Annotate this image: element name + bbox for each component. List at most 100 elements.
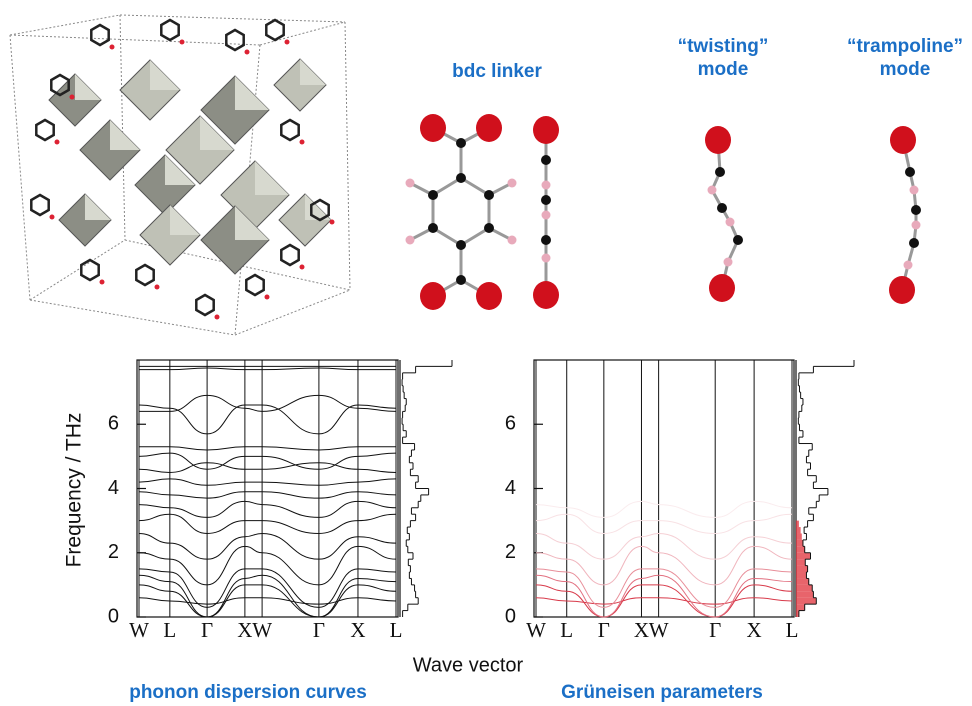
polyhedron-face (170, 205, 200, 235)
dos-weighted-bar (796, 527, 801, 533)
band (139, 598, 396, 604)
y-tick-label: 4 (505, 477, 516, 499)
x-tick-label: L (390, 618, 403, 642)
oxygen (300, 265, 305, 270)
atom-C (541, 235, 551, 245)
chart-title: phonon dispersion curves (129, 682, 367, 703)
atom-H (406, 236, 415, 245)
phenyl-ring (161, 20, 178, 40)
x-tick-label: Γ (709, 618, 721, 642)
polyhedron-face (255, 161, 289, 195)
y-tick-label: 0 (505, 605, 516, 627)
y-tick-label: 6 (108, 413, 119, 435)
phenyl-ring (136, 265, 153, 285)
band (139, 546, 396, 585)
atom-H (910, 186, 919, 195)
atom-O (890, 126, 916, 154)
band (139, 463, 396, 473)
oxygen (180, 40, 185, 45)
band (139, 453, 396, 469)
oxygen (300, 140, 305, 145)
atom-C (909, 238, 919, 248)
atom-C (541, 155, 551, 165)
atom-C (484, 223, 494, 233)
linker-title: bdc linker (452, 61, 542, 82)
atom-H (508, 179, 517, 188)
atom-C (456, 240, 466, 250)
dos-weighted-bar (796, 566, 808, 572)
dos-weighted-bar (796, 585, 812, 591)
atom-O (533, 281, 559, 309)
y-tick-label: 0 (108, 605, 119, 627)
oxygen (155, 285, 160, 290)
atom-C (905, 167, 915, 177)
phenyl-ring (266, 20, 283, 40)
framework-structure (10, 15, 350, 335)
band (536, 501, 792, 517)
band (139, 368, 396, 370)
polyhedron-face (150, 60, 180, 90)
atom-O (476, 114, 502, 142)
x-tick-label: Γ (201, 618, 213, 642)
band (139, 447, 396, 450)
band (536, 575, 792, 617)
oxygen (55, 140, 60, 145)
cell-edge (120, 15, 345, 22)
cell-edge (10, 35, 30, 300)
atom-H (542, 211, 551, 220)
trampoline-title: “trampoline” (847, 36, 963, 57)
phenyl-ring (81, 260, 98, 280)
atom-C (456, 138, 466, 148)
atom-O (533, 116, 559, 144)
oxygen (215, 315, 220, 320)
x-axis-label: Wave vector (413, 654, 524, 676)
twisting-title: mode (698, 59, 749, 80)
phenyl-ring (281, 120, 298, 140)
band (139, 492, 396, 498)
atom-C (428, 190, 438, 200)
dos-weighted-bar (796, 533, 802, 539)
atom-C (733, 235, 743, 245)
band (536, 546, 792, 585)
x-tick-label: W (526, 618, 546, 642)
atom-O (709, 274, 735, 302)
atom-C (717, 203, 727, 213)
atom-H (726, 218, 735, 227)
cell-edge (235, 290, 350, 335)
oxygen (285, 40, 290, 45)
dos-weighted-bar (796, 553, 811, 559)
phenyl-ring (196, 295, 213, 315)
polyhedron-face (110, 120, 140, 150)
cell-edge (260, 22, 345, 45)
band (139, 501, 396, 517)
atom-C (715, 167, 725, 177)
twisting-title: “twisting” (678, 36, 769, 57)
dos-weighted-bar (796, 578, 809, 584)
trampoline-title: mode (880, 59, 931, 80)
dos-weighted-bar (796, 559, 805, 565)
molecules (406, 114, 922, 310)
phenyl-ring (36, 120, 53, 140)
atom-C (911, 205, 921, 215)
x-tick-label: X (237, 618, 252, 642)
dos-weighted-bar (796, 604, 805, 610)
polyhedron-face (75, 74, 101, 100)
x-tick-label: Γ (313, 618, 325, 642)
atom-O (476, 282, 502, 310)
band (139, 405, 396, 434)
cell-edge (10, 15, 120, 35)
atom-C (456, 275, 466, 285)
atom-O (420, 282, 446, 310)
x-tick-label: L (163, 618, 176, 642)
oxygen (245, 50, 250, 55)
phenyl-ring (31, 195, 48, 215)
x-tick-label: X (747, 618, 762, 642)
dos-weighted-bar (796, 572, 806, 578)
band (139, 514, 396, 533)
y-axis-label: Frequency / THz (63, 413, 86, 568)
atom-H (912, 221, 921, 230)
oxygen (330, 220, 335, 225)
bond (712, 140, 738, 288)
